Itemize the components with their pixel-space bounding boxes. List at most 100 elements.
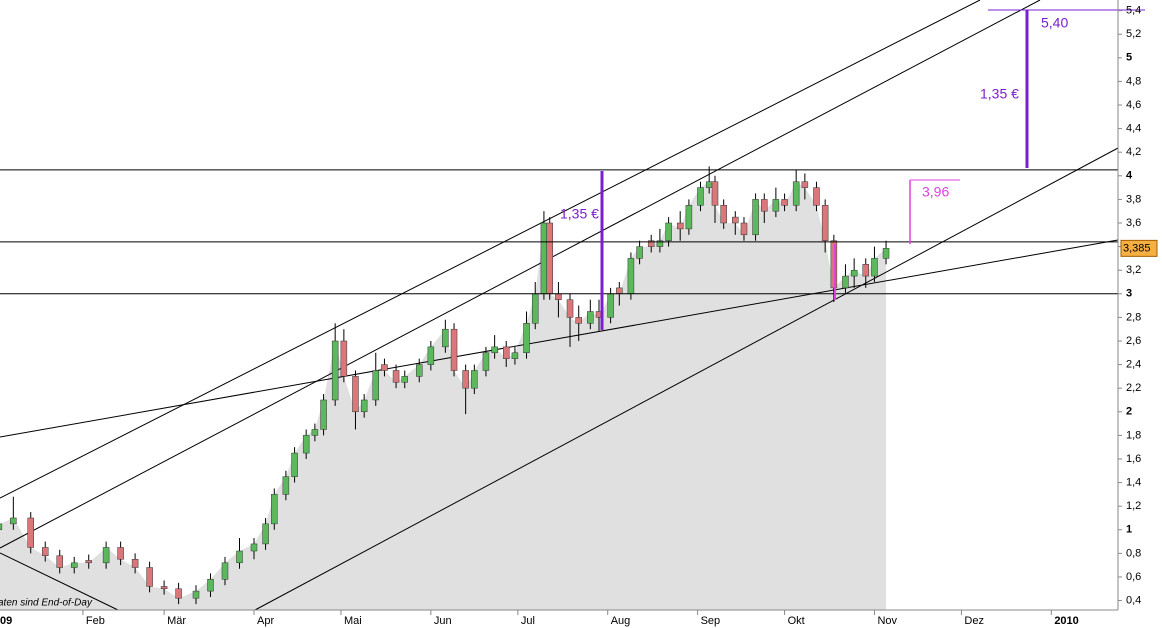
candle-body	[482, 352, 490, 371]
candle-body	[291, 452, 298, 477]
x-tick-label: Feb	[86, 615, 105, 627]
candle-body	[221, 562, 229, 580]
candle-body	[862, 264, 870, 277]
candle-body	[236, 550, 243, 564]
candle-body	[146, 567, 153, 587]
candle-body	[531, 293, 539, 324]
candle-body	[740, 222, 748, 236]
y-tick-label: 2,4	[1126, 358, 1141, 370]
candle-body	[311, 429, 319, 436]
candle-body	[471, 370, 478, 389]
y-tick-label: 1	[1126, 524, 1132, 536]
y-tick-label: 0,6	[1126, 571, 1141, 583]
candle-body	[450, 328, 458, 371]
x-tick-label: Aug	[611, 615, 631, 627]
candle-body	[27, 517, 34, 548]
y-tick-label: 3,8	[1126, 193, 1141, 205]
trend-line	[254, 147, 1119, 611]
trend-lines	[0, 0, 1119, 611]
y-tick-label: 4,4	[1126, 123, 1141, 135]
y-tick-label: 1,2	[1126, 500, 1141, 512]
candle-body	[85, 560, 92, 564]
candle-body	[282, 476, 290, 495]
candle-body	[676, 222, 684, 230]
candle-body	[427, 346, 435, 365]
candle-body	[523, 323, 530, 354]
price-tag-label: 3,385	[1123, 242, 1151, 254]
candle-body	[665, 222, 672, 241]
candle-body	[850, 269, 858, 277]
y-tick-label: 0,4	[1126, 594, 1141, 606]
candle-body	[720, 205, 727, 224]
candle-body	[842, 275, 849, 289]
y-tick-label: 5	[1126, 52, 1132, 64]
candle-body	[340, 340, 348, 377]
x-tick-label: Mär	[167, 615, 186, 627]
candle-body	[711, 181, 719, 206]
candle-body	[781, 199, 788, 206]
candle-body	[320, 399, 327, 430]
candle-body	[636, 246, 643, 259]
candle-body	[511, 352, 519, 359]
candle-body	[801, 181, 809, 188]
x-tick-label: Okt	[788, 615, 805, 627]
x-tick-label: Mai	[344, 615, 362, 627]
x-tick-label: 09	[0, 615, 12, 627]
candle-body	[732, 216, 739, 224]
candle-body	[381, 364, 388, 371]
candle-body	[882, 248, 890, 259]
y-tick-label: 2,8	[1126, 311, 1141, 323]
candle-body	[360, 399, 368, 413]
candle-body	[627, 258, 635, 295]
candle-body	[271, 494, 278, 525]
y-tick-label: 1,6	[1126, 453, 1141, 465]
y-tick-label: 3,2	[1126, 264, 1141, 276]
y-tick-label: 4,2	[1126, 146, 1141, 158]
x-tick-label: Nov	[877, 615, 897, 627]
x-tick-label: Jun	[434, 615, 452, 627]
x-tick-label: 2010	[1054, 615, 1078, 627]
candle-body	[70, 562, 78, 568]
candle-body	[575, 317, 582, 324]
candle-body	[10, 517, 17, 525]
y-tick-label: 4,6	[1126, 99, 1141, 111]
y-tick-label: 3	[1126, 288, 1132, 300]
candle-body	[117, 547, 124, 560]
y-tick-label: 1,4	[1126, 476, 1141, 488]
candle-body	[607, 293, 614, 318]
y-tick-label: 4,8	[1126, 75, 1141, 87]
candle-body	[587, 311, 594, 324]
candle-body	[555, 293, 562, 300]
candle-body	[540, 222, 548, 295]
annotation: 1,35 €	[980, 86, 1019, 102]
candle-body	[813, 187, 820, 206]
y-tick-label: 3,6	[1126, 217, 1141, 229]
candle-body	[761, 199, 768, 212]
x-tick-label: Jul	[521, 615, 535, 627]
candle-body	[697, 187, 704, 206]
candle-body	[502, 346, 510, 359]
candle-body	[102, 547, 110, 564]
y-tick-label: 5,4	[1126, 5, 1141, 17]
candle-body	[331, 340, 339, 401]
candle-body	[656, 240, 664, 247]
candle-body	[462, 370, 469, 389]
trend-line	[0, 0, 1041, 549]
candle-body	[491, 346, 498, 354]
candle-body	[772, 199, 780, 212]
y-tick-label: 2,6	[1126, 335, 1141, 347]
x-tick-label: Dez	[964, 615, 984, 627]
candle-body	[302, 435, 310, 454]
candle-body	[56, 555, 63, 568]
candle-body	[160, 586, 168, 590]
candle-body	[416, 364, 423, 377]
candle-body	[616, 287, 623, 295]
candle-body	[821, 205, 829, 241]
trend-line	[0, 239, 1119, 438]
y-tick-label: 0,8	[1126, 547, 1141, 559]
candle-body	[685, 205, 693, 230]
candle-body	[442, 328, 449, 348]
candle-body	[705, 181, 713, 188]
candle-body	[175, 588, 182, 599]
